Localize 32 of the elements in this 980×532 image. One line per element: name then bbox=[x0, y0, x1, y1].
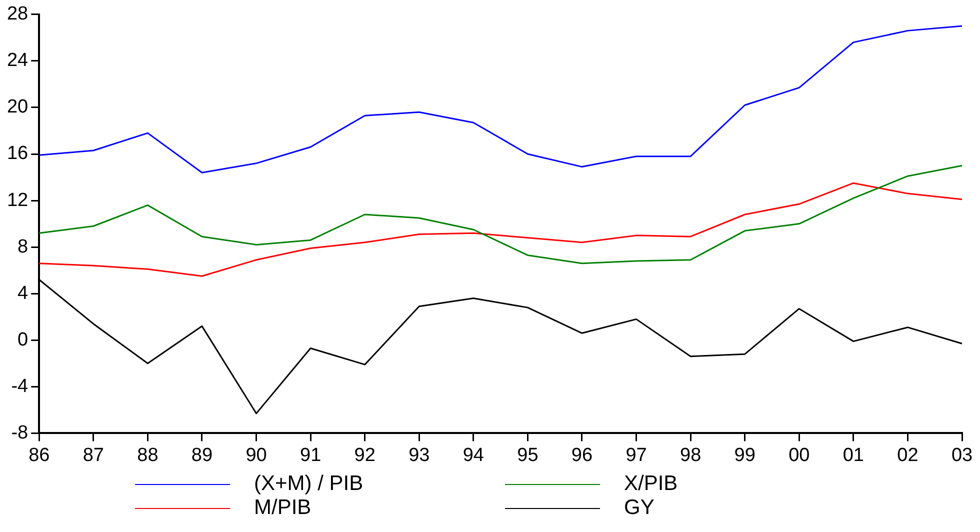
y-tick-label: 20 bbox=[6, 96, 28, 118]
y-tick-label: 16 bbox=[6, 143, 28, 164]
x-tick-label: 96 bbox=[571, 444, 593, 466]
x-tick-label: 87 bbox=[82, 444, 104, 466]
x-tick-label: 99 bbox=[734, 444, 756, 466]
y-tick-label: 4 bbox=[18, 282, 29, 304]
y-tick-label: 8 bbox=[18, 236, 28, 258]
y-tick-label: -4 bbox=[11, 376, 29, 397]
x-tick-label: 91 bbox=[300, 444, 322, 466]
x-tick-label: 86 bbox=[28, 444, 50, 466]
legend-label: GY bbox=[624, 496, 654, 520]
x-tick-label: 01 bbox=[842, 444, 864, 466]
x-tick-label: 03 bbox=[951, 444, 973, 466]
y-tick-label: -8 bbox=[11, 422, 28, 444]
x-tick-label: 89 bbox=[191, 444, 213, 466]
x-tick-label: 94 bbox=[462, 444, 484, 466]
x-tick-label: 88 bbox=[137, 444, 158, 466]
legend-label: X/PIB bbox=[624, 472, 678, 496]
y-tick-label: 24 bbox=[6, 50, 29, 72]
x-tick-label: 02 bbox=[897, 444, 918, 466]
x-tick-label: 95 bbox=[517, 444, 538, 466]
x-tick-label: 92 bbox=[354, 444, 376, 466]
legend-label: M/PIB bbox=[254, 496, 312, 520]
y-tick-label: 12 bbox=[6, 190, 28, 211]
legend-label: (X+M) / PIB bbox=[254, 472, 364, 496]
x-tick-label: 93 bbox=[408, 444, 430, 466]
y-tick-label: 28 bbox=[6, 4, 28, 25]
y-tick-label: 0 bbox=[18, 329, 28, 350]
x-tick-label: 00 bbox=[788, 444, 810, 466]
x-tick-label: 98 bbox=[680, 444, 702, 466]
x-tick-label: 97 bbox=[626, 444, 647, 466]
x-tick-label: 90 bbox=[246, 444, 267, 466]
